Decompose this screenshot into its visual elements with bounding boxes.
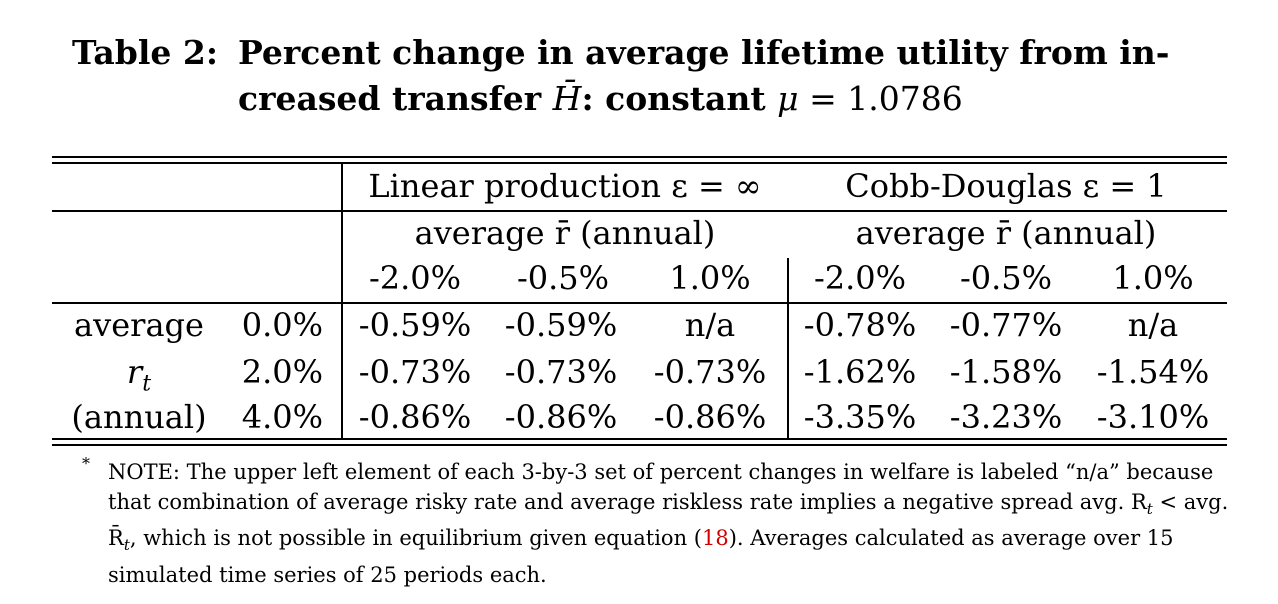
table-cell: -0.78% <box>803 306 917 344</box>
col-header: -2.0% <box>813 259 907 297</box>
footnote-sub-t-2: t <box>123 536 130 555</box>
row-rate: 2.0% <box>241 353 323 391</box>
col-header: -0.5% <box>516 259 610 297</box>
header-group-linear: Linear production ε = ∞ <box>368 167 762 205</box>
header-group-cobb-douglas: Cobb-Douglas ε = 1 <box>845 167 1167 205</box>
header-sub-cobb-douglas: average r̄ (annual) <box>855 214 1157 252</box>
row-label-r: rt <box>127 352 151 404</box>
footnote-text-a: NOTE: The upper left element of each 3-b… <box>108 460 1214 514</box>
header-rule <box>52 302 1227 304</box>
caption-line-2: creased transfer H̄: constant μ = 1.0786 <box>238 76 963 122</box>
table-cell: -0.86% <box>653 398 767 436</box>
footnote: NOTE: The upper left element of each 3-b… <box>108 458 1238 590</box>
top-rule-2 <box>52 162 1227 164</box>
table-cell: -3.35% <box>803 398 917 436</box>
row-rate: 4.0% <box>241 398 323 436</box>
table-cell: -0.86% <box>504 398 618 436</box>
table-cell: n/a <box>1127 306 1179 344</box>
footnote-text-b: < avg. R̄ <box>108 489 1229 551</box>
table-cell: -0.73% <box>358 353 472 391</box>
table-cell: -0.86% <box>358 398 472 436</box>
footnote-marker: * <box>82 454 90 473</box>
bottom-rule-2 <box>52 444 1227 446</box>
caption-line-2-mid: : constant <box>581 79 778 118</box>
group-rule <box>52 210 1227 212</box>
col-header: -0.5% <box>959 259 1053 297</box>
row-label-average: average <box>74 306 204 344</box>
row-label-annual: (annual) <box>71 398 207 436</box>
equation-reference-link[interactable]: 18 <box>701 526 729 551</box>
bottom-rule-1 <box>52 438 1227 440</box>
table-cell: -0.73% <box>653 353 767 391</box>
table-cell: -0.73% <box>504 353 618 391</box>
table-cell: -1.54% <box>1096 353 1210 391</box>
col-header: 1.0% <box>669 259 751 297</box>
top-rule-1 <box>52 156 1227 158</box>
caption-line-1: Percent change in average lifetime utili… <box>238 33 1170 72</box>
table-cell: -1.62% <box>803 353 917 391</box>
caption-label: Table 2: <box>72 33 219 72</box>
table-cell: -3.23% <box>949 398 1063 436</box>
footnote-sub-t: t <box>1146 499 1153 518</box>
caption-line-2-prefix: creased transfer <box>238 79 553 118</box>
table-cell: -3.10% <box>1096 398 1210 436</box>
col-header: -2.0% <box>368 259 462 297</box>
group-divider <box>787 258 789 438</box>
footnote-text-d: ). Averages calculated as average over 1… <box>108 526 1174 587</box>
row-rate: 0.0% <box>241 306 323 344</box>
header-sub-linear: average r̄ (annual) <box>414 214 716 252</box>
table-cell: n/a <box>684 306 736 344</box>
table-cell: -0.59% <box>358 306 472 344</box>
row-label-r-subscript: t <box>142 371 152 397</box>
table-cell: -0.77% <box>949 306 1063 344</box>
left-divider <box>341 162 343 438</box>
table-cell: -1.58% <box>949 353 1063 391</box>
table-cell: -0.59% <box>504 306 618 344</box>
footnote-text-c: , which is not possible in equilibrium g… <box>129 526 702 551</box>
caption-symbol-H: H̄ <box>552 79 582 118</box>
caption-mu-value: = 1.0786 <box>798 79 963 118</box>
row-label-r-symbol: r <box>126 353 143 391</box>
col-header: 1.0% <box>1112 259 1194 297</box>
caption-mu: μ <box>777 79 799 118</box>
